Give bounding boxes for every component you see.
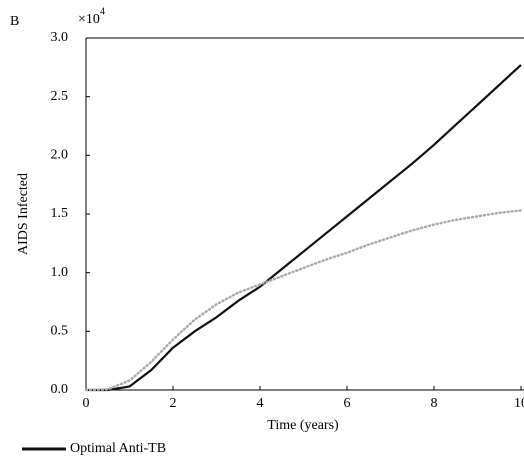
y-tick-label: 0.5 [51,324,69,339]
x-tick-label: 4 [257,396,264,411]
x-tick-label: 10 [514,396,524,411]
series-line [86,64,522,392]
legend-label: Optimal Anti-TB [70,441,166,456]
x-tick-label: 8 [431,396,438,411]
x-tick-label: 2 [170,396,177,411]
x-tick-label: 0 [83,396,90,411]
panel-label: B [10,14,19,29]
y-tick-label: 1.5 [51,206,69,221]
y-scale-base: ×10 [78,12,100,27]
y-tick-label: 2.0 [51,148,69,163]
y-tick-label: 0.0 [51,382,69,397]
x-tick-label: 6 [344,396,351,411]
y-scale-exponent: 4 [100,6,105,17]
series-line [84,209,523,392]
y-tick-label: 1.0 [51,265,69,280]
x-axis-label: Time (years) [267,418,339,433]
y-axis-label: AIDS Infected [16,173,31,255]
y-tick-label: 3.0 [51,30,69,45]
y-tick-label: 2.5 [51,89,69,104]
